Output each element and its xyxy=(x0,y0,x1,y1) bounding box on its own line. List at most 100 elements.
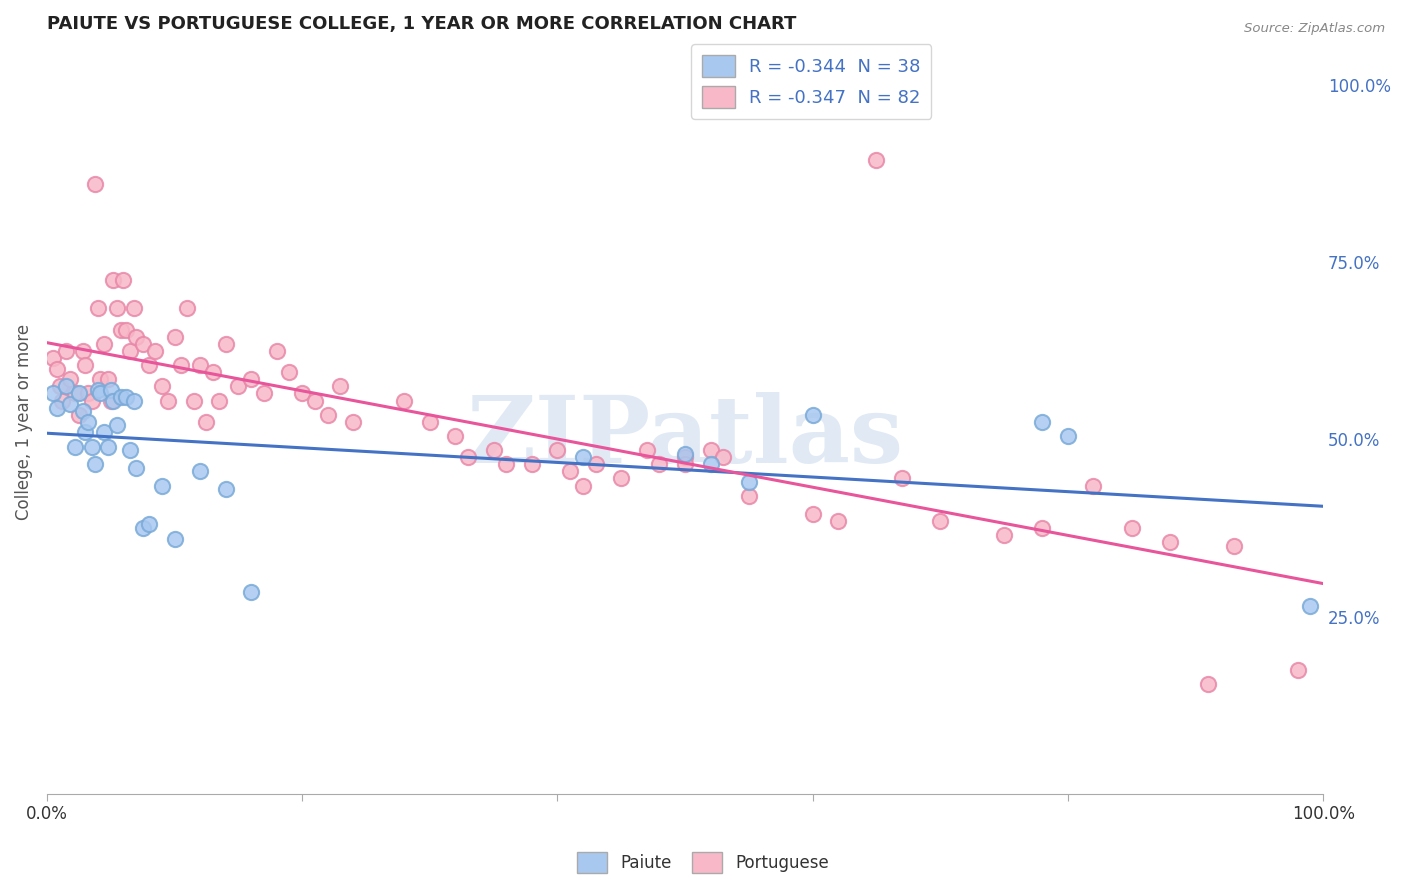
Point xyxy=(636,443,658,458)
Point xyxy=(201,365,224,379)
Point xyxy=(1159,535,1181,549)
Point xyxy=(72,343,94,358)
Point xyxy=(329,379,352,393)
Point xyxy=(87,301,110,316)
Point xyxy=(482,443,505,458)
Point xyxy=(444,429,467,443)
Point xyxy=(342,415,364,429)
Point xyxy=(122,393,145,408)
Point xyxy=(100,383,122,397)
Point xyxy=(673,457,696,471)
Point xyxy=(89,386,111,401)
Point xyxy=(48,379,70,393)
Point xyxy=(112,273,135,287)
Point xyxy=(59,397,82,411)
Point xyxy=(673,447,696,461)
Point xyxy=(648,457,671,471)
Point xyxy=(1083,478,1105,492)
Point xyxy=(80,440,103,454)
Point xyxy=(100,393,122,408)
Point xyxy=(67,408,90,422)
Point xyxy=(1031,415,1053,429)
Point xyxy=(89,372,111,386)
Point xyxy=(214,482,236,496)
Point xyxy=(572,450,595,465)
Point xyxy=(240,584,263,599)
Point xyxy=(80,393,103,408)
Point xyxy=(93,425,115,440)
Point xyxy=(699,457,721,471)
Legend: Paiute, Portuguese: Paiute, Portuguese xyxy=(571,846,835,880)
Point xyxy=(93,336,115,351)
Point xyxy=(75,425,97,440)
Point xyxy=(170,358,193,372)
Point xyxy=(84,457,107,471)
Point xyxy=(84,178,107,192)
Point xyxy=(46,401,69,415)
Point xyxy=(110,323,132,337)
Text: PAIUTE VS PORTUGUESE COLLEGE, 1 YEAR OR MORE CORRELATION CHART: PAIUTE VS PORTUGUESE COLLEGE, 1 YEAR OR … xyxy=(46,15,796,33)
Point xyxy=(394,393,416,408)
Point xyxy=(75,358,97,372)
Point xyxy=(208,393,231,408)
Point xyxy=(520,457,543,471)
Point xyxy=(150,478,173,492)
Point xyxy=(457,450,479,465)
Point xyxy=(150,379,173,393)
Point xyxy=(131,521,153,535)
Text: Source: ZipAtlas.com: Source: ZipAtlas.com xyxy=(1244,22,1385,36)
Point xyxy=(55,343,77,358)
Point xyxy=(801,408,824,422)
Point xyxy=(316,408,339,422)
Point xyxy=(103,273,125,287)
Point xyxy=(673,450,696,465)
Point xyxy=(546,443,568,458)
Point xyxy=(572,478,595,492)
Point xyxy=(176,301,198,316)
Y-axis label: College, 1 year or more: College, 1 year or more xyxy=(15,324,32,520)
Point xyxy=(699,443,721,458)
Point xyxy=(560,464,582,478)
Point xyxy=(188,464,211,478)
Text: ZIPatlas: ZIPatlas xyxy=(467,392,904,482)
Point xyxy=(228,379,250,393)
Point xyxy=(76,386,98,401)
Point xyxy=(1031,521,1053,535)
Point xyxy=(63,440,86,454)
Point xyxy=(865,153,887,167)
Point xyxy=(125,460,148,475)
Point xyxy=(110,390,132,404)
Point xyxy=(304,393,326,408)
Point xyxy=(97,440,120,454)
Point xyxy=(118,343,141,358)
Point xyxy=(157,393,180,408)
Point xyxy=(51,393,73,408)
Point xyxy=(214,336,236,351)
Point xyxy=(138,358,160,372)
Point xyxy=(291,386,314,401)
Point xyxy=(131,336,153,351)
Legend: R = -0.344  N = 38, R = -0.347  N = 82: R = -0.344 N = 38, R = -0.347 N = 82 xyxy=(692,44,931,119)
Point xyxy=(138,517,160,532)
Point xyxy=(115,323,138,337)
Point xyxy=(163,330,186,344)
Point xyxy=(1286,663,1309,677)
Point xyxy=(240,372,263,386)
Point xyxy=(76,415,98,429)
Point xyxy=(125,330,148,344)
Point xyxy=(711,450,734,465)
Point xyxy=(801,507,824,521)
Point xyxy=(738,475,761,489)
Point xyxy=(419,415,441,429)
Point xyxy=(59,372,82,386)
Point xyxy=(253,386,276,401)
Point xyxy=(105,418,128,433)
Point xyxy=(495,457,517,471)
Point xyxy=(993,528,1015,542)
Point xyxy=(163,532,186,546)
Point xyxy=(183,393,205,408)
Point xyxy=(67,386,90,401)
Point xyxy=(72,404,94,418)
Point xyxy=(115,390,138,404)
Point xyxy=(122,301,145,316)
